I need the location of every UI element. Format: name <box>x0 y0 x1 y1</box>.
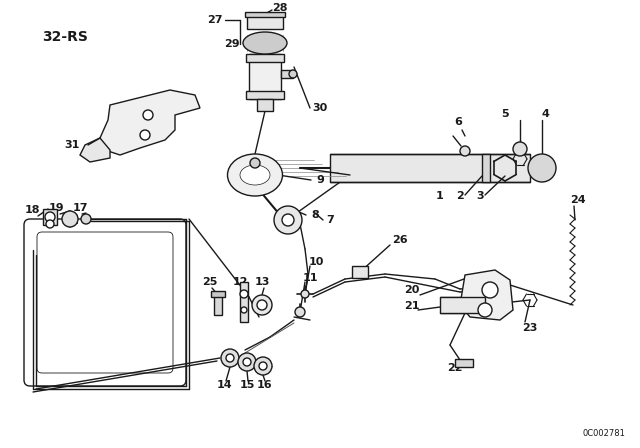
Text: 31: 31 <box>64 140 80 150</box>
Text: 20: 20 <box>404 285 420 295</box>
Bar <box>247 15 283 29</box>
Bar <box>330 154 530 182</box>
Text: 22: 22 <box>447 363 463 373</box>
Text: 9: 9 <box>316 175 324 185</box>
Circle shape <box>240 290 248 298</box>
Circle shape <box>513 142 527 156</box>
Text: 6: 6 <box>454 117 462 127</box>
Circle shape <box>282 214 294 226</box>
Text: 25: 25 <box>202 277 218 287</box>
Text: 7: 7 <box>326 215 334 225</box>
Circle shape <box>289 70 297 78</box>
Text: 27: 27 <box>207 15 223 25</box>
Bar <box>482 154 490 182</box>
Bar <box>455 359 473 367</box>
Text: 11: 11 <box>302 273 317 283</box>
Text: 16: 16 <box>257 380 273 390</box>
Circle shape <box>46 220 54 228</box>
Text: 1: 1 <box>436 191 444 201</box>
Bar <box>352 266 368 278</box>
Text: 26: 26 <box>392 235 408 245</box>
Bar <box>440 297 485 313</box>
FancyBboxPatch shape <box>24 219 186 386</box>
Text: 30: 30 <box>312 103 328 113</box>
Text: 2: 2 <box>456 191 464 201</box>
Bar <box>246 91 284 99</box>
Text: 12: 12 <box>232 277 248 287</box>
Bar <box>257 99 273 111</box>
Text: 17: 17 <box>72 203 88 213</box>
Circle shape <box>274 206 302 234</box>
Ellipse shape <box>243 32 287 54</box>
Circle shape <box>243 358 251 366</box>
Circle shape <box>254 357 272 375</box>
Bar <box>246 54 284 62</box>
Text: 21: 21 <box>404 301 420 311</box>
Circle shape <box>528 154 556 182</box>
Text: 18: 18 <box>24 205 40 215</box>
Circle shape <box>143 110 153 120</box>
Bar <box>249 54 281 99</box>
Circle shape <box>295 307 305 317</box>
Circle shape <box>252 295 272 315</box>
Text: 23: 23 <box>522 323 538 333</box>
Polygon shape <box>460 270 513 320</box>
Circle shape <box>301 290 309 298</box>
Polygon shape <box>100 90 200 155</box>
Text: 29: 29 <box>224 39 240 49</box>
Text: 32-RS: 32-RS <box>42 30 88 44</box>
Text: 13: 13 <box>254 277 269 287</box>
Ellipse shape <box>227 154 282 196</box>
Circle shape <box>257 300 267 310</box>
Circle shape <box>250 158 260 168</box>
Bar <box>281 70 293 78</box>
Text: 3: 3 <box>476 191 484 201</box>
Bar <box>43 209 57 225</box>
Bar <box>214 295 222 315</box>
Ellipse shape <box>240 165 270 185</box>
Text: 24: 24 <box>570 195 586 205</box>
Circle shape <box>482 282 498 298</box>
Text: 19: 19 <box>48 203 64 213</box>
Circle shape <box>62 211 78 227</box>
Text: 0C002781: 0C002781 <box>582 429 625 438</box>
Bar <box>211 291 225 297</box>
Circle shape <box>221 349 239 367</box>
Text: 10: 10 <box>308 257 324 267</box>
Bar <box>240 282 248 322</box>
Text: 28: 28 <box>272 3 288 13</box>
Circle shape <box>478 303 492 317</box>
Circle shape <box>259 362 267 370</box>
Bar <box>245 12 285 17</box>
Text: 5: 5 <box>501 109 509 119</box>
Circle shape <box>460 146 470 156</box>
Polygon shape <box>80 138 110 162</box>
Text: 15: 15 <box>239 380 255 390</box>
Circle shape <box>81 214 91 224</box>
Circle shape <box>45 212 55 222</box>
Circle shape <box>140 130 150 140</box>
Text: 14: 14 <box>217 380 233 390</box>
Text: 8: 8 <box>311 210 319 220</box>
Circle shape <box>226 354 234 362</box>
Text: 4: 4 <box>541 109 549 119</box>
Circle shape <box>241 307 247 313</box>
Circle shape <box>238 353 256 371</box>
FancyBboxPatch shape <box>37 232 173 373</box>
